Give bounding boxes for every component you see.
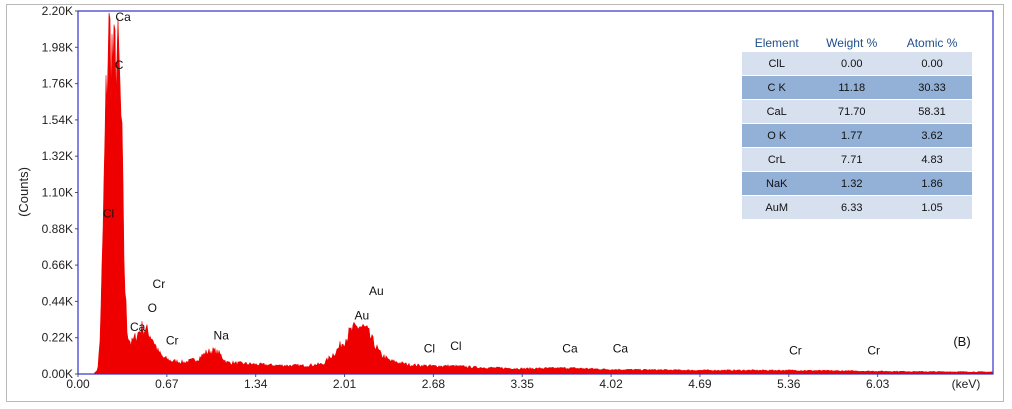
table-row: CaL 71.70 58.31	[742, 99, 972, 124]
peak-label: Cl	[450, 339, 461, 353]
cell-weight: 71.70	[811, 99, 893, 124]
cell-element: CaL	[742, 99, 812, 124]
peak-label: Cr	[867, 344, 880, 358]
x-axis-label: (keV)	[952, 377, 981, 391]
cell-element: CrL	[742, 147, 812, 172]
y-tick-label: 1.54K	[42, 113, 73, 127]
cell-atomic: 1.05	[892, 195, 972, 220]
composition-table: Element Weight % Atomic % ClL 0.00 0.00 C K…	[742, 34, 972, 220]
peak-label: Ca	[613, 342, 629, 356]
y-tick-label: 0.00K	[42, 367, 73, 381]
x-tick-label: 2.68	[422, 377, 446, 391]
table-row: NaK 1.32 1.86	[742, 171, 972, 196]
peak-label: Cr	[789, 344, 802, 358]
y-tick-label: 0.88K	[42, 222, 73, 236]
y-tick-label: 0.22K	[42, 331, 73, 345]
cell-weight: 7.71	[811, 147, 893, 172]
cell-atomic: 1.86	[892, 171, 972, 196]
table-row: C K 11.18 30.33	[742, 75, 972, 100]
header-element: Element	[754, 36, 799, 50]
cell-element: C K	[742, 75, 812, 100]
cell-atomic: 3.62	[892, 123, 972, 148]
header-weight: Weight %	[826, 36, 878, 50]
composition-table-header: Element Weight % Atomic %	[742, 34, 972, 52]
peak-label: Cl	[424, 342, 435, 356]
cell-weight: 1.32	[811, 171, 893, 196]
cell-atomic: 0.00	[892, 52, 972, 76]
y-tick-label: 2.20K	[42, 4, 73, 18]
x-tick-label: 2.01	[333, 377, 357, 391]
cell-atomic: 4.83	[892, 147, 972, 172]
peak-label: Cr	[153, 277, 166, 291]
cell-element: NaK	[742, 171, 812, 196]
table-row: CrL 7.71 4.83	[742, 147, 972, 172]
header-atomic: Atomic %	[906, 36, 958, 50]
y-axis-label: (Counts)	[16, 167, 31, 217]
peak-label: Ca	[562, 342, 578, 356]
x-tick-label: 4.02	[599, 377, 623, 391]
y-tick-label: 1.98K	[42, 40, 73, 54]
y-tick-label: 0.44K	[42, 294, 73, 308]
peak-label: O	[148, 301, 157, 315]
y-axis-ticks: 0.00K 0.22K 0.44K 0.66K 0.88K 1.10K 1.32K 1.54K…	[42, 4, 78, 381]
panel-label: (B)	[953, 334, 970, 349]
peak-label: Au	[369, 284, 384, 298]
peak-label: Ca	[115, 10, 131, 24]
y-tick-label: 1.76K	[42, 77, 73, 91]
peak-label: Ca	[130, 320, 146, 334]
cell-weight: 1.77	[811, 123, 893, 148]
cell-atomic: 30.33	[892, 75, 972, 100]
spectrum-area	[78, 12, 994, 375]
x-axis-ticks: 0.00 0.67 1.34 2.01 2.68 3.35 4.02 4.69 5.36 6.03	[66, 374, 890, 391]
x-tick-label: 3.35	[511, 377, 535, 391]
x-tick-label: 4.69	[688, 377, 712, 391]
x-tick-label: 0.00	[66, 377, 90, 391]
cell-element: AuM	[742, 195, 812, 220]
peak-label: Au	[354, 309, 369, 323]
x-tick-label: 6.03	[866, 377, 890, 391]
cell-element: ClL	[742, 52, 812, 76]
table-row: ClL 0.00 0.00	[742, 52, 972, 76]
x-tick-label: 0.67	[155, 377, 179, 391]
cell-element: O K	[742, 123, 812, 148]
cell-atomic: 58.31	[892, 99, 972, 124]
peak-label: C	[115, 58, 124, 72]
cell-weight: 6.33	[811, 195, 893, 220]
x-tick-label: 5.36	[777, 377, 801, 391]
y-tick-label: 1.32K	[42, 149, 73, 163]
table-row: AuM 6.33 1.05	[742, 195, 972, 220]
peak-label: Cr	[166, 333, 179, 347]
cell-weight: 0.00	[811, 52, 893, 76]
peak-label: Na	[214, 328, 230, 342]
x-tick-label: 1.34	[244, 377, 268, 391]
table-row: O K 1.77 3.62	[742, 123, 972, 148]
y-tick-label: 0.66K	[42, 258, 73, 272]
peak-label: Cl	[103, 206, 114, 220]
plot-area-border	[77, 10, 994, 375]
y-tick-label: 1.10K	[42, 186, 73, 200]
cell-weight: 11.18	[811, 75, 893, 100]
